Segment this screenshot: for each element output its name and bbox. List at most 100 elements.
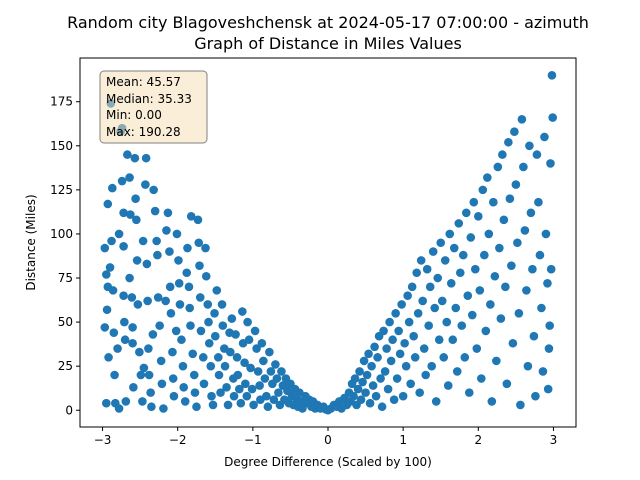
data-point [501,282,510,292]
data-point [545,321,554,330]
data-point [130,153,140,163]
data-point [135,347,144,357]
data-point [436,238,446,248]
data-point [243,317,252,327]
data-point [481,326,491,336]
data-point [548,113,557,122]
data-point [415,388,424,397]
data-point [138,236,148,246]
data-point [175,300,185,309]
data-point [102,270,111,279]
data-point [171,326,181,336]
data-point [394,326,403,336]
data-point [196,326,206,336]
data-point [528,264,537,274]
data-point [114,404,124,413]
x-tick-label: −3 [94,433,112,447]
data-point [446,279,456,288]
data-point [161,296,170,306]
stats-max: Max: 190.28 [106,125,181,139]
x-tick-label: 3 [550,433,558,447]
data-point [136,370,146,380]
data-point [206,361,216,371]
data-point [544,344,554,353]
data-point [153,250,162,260]
data-point [123,150,132,159]
data-point [388,335,397,345]
data-point [449,243,459,253]
data-point [510,127,519,136]
data-point [493,162,503,172]
data-point [240,358,249,367]
data-point [540,132,549,142]
data-point [535,250,545,260]
data-point [189,370,199,380]
data-point [138,397,147,406]
data-point [467,310,477,320]
data-point [262,391,271,401]
data-point [362,370,372,380]
data-point [440,256,450,265]
data-point [350,374,360,383]
data-point [128,338,137,348]
data-point [401,361,411,371]
y-tick-label: 125 [50,183,73,197]
data-point [359,356,369,366]
data-point [531,391,540,401]
data-point [210,331,220,341]
data-point [144,344,153,353]
data-point [194,238,204,248]
y-tick-label: 25 [58,359,73,373]
data-point [174,279,184,288]
data-point [184,282,194,292]
data-point [186,212,196,221]
data-point [150,206,160,216]
data-point [204,317,213,327]
data-point [483,173,492,182]
data-point [233,370,243,380]
data-point [466,233,476,242]
data-point [188,349,198,359]
data-point [507,261,516,270]
data-point [132,215,141,225]
data-point [174,256,183,265]
data-point [149,185,158,195]
data-point [368,381,378,390]
data-point [376,374,385,383]
y-tick-label: 0 [65,403,73,417]
data-point [505,194,515,203]
data-point [220,361,230,371]
data-point [119,291,128,300]
data-point [431,397,441,406]
data-point [193,215,203,225]
data-point [534,197,543,207]
data-point [165,247,174,256]
data-point [198,353,208,362]
data-point [216,388,225,397]
data-point [469,197,479,207]
data-point [516,400,525,410]
data-point [427,361,437,371]
data-point [461,208,471,218]
data-point [364,349,373,359]
data-point [474,212,483,221]
data-point [102,398,111,408]
data-point [271,360,280,369]
data-point [162,226,171,235]
data-point [172,229,182,239]
data-point [183,243,192,253]
data-point [499,215,509,225]
data-point [203,300,213,309]
data-point [419,344,429,353]
data-point [397,300,406,309]
data-point [425,282,435,292]
data-point [217,300,227,309]
y-axis-label: Distance (Miles) [24,194,38,290]
data-point [255,381,264,390]
data-point [229,391,239,401]
data-point [108,286,118,295]
data-point [213,353,223,362]
data-point [259,356,268,366]
x-tick-label: −1 [244,433,262,447]
data-point [141,180,150,189]
